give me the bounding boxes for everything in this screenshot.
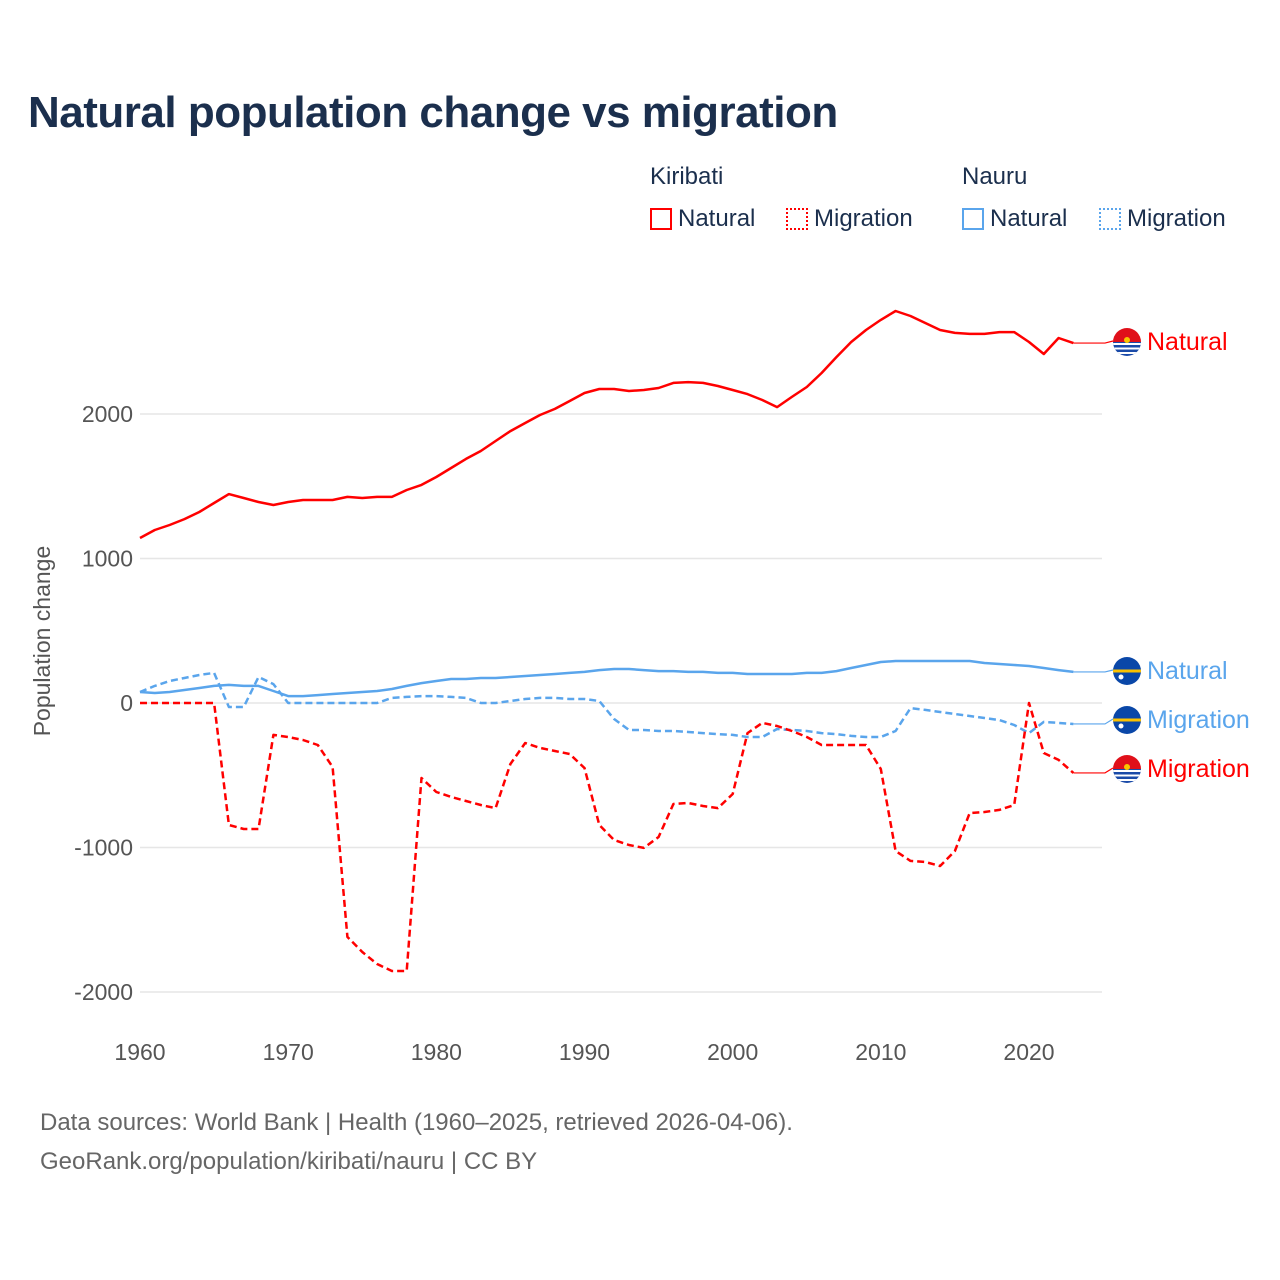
nauru-flag-icon [1113,706,1141,734]
end-label-connector [1073,767,1114,774]
legend-swatch-dotted-icon [786,208,808,230]
y-tick-label: -1000 [74,835,133,861]
end-label-connector [1073,718,1114,725]
legend-label: Natural [678,205,756,232]
end-label: Natural [1147,328,1228,356]
legend-label: Migration [814,205,913,232]
x-tick-label: 1990 [559,1039,610,1065]
end-label-connector [1073,340,1114,344]
footer-sources: Data sources: World Bank | Health (1960–… [40,1109,793,1136]
legend-swatch-solid-icon [962,208,984,230]
x-tick-label: 2010 [855,1039,906,1065]
legend-group-nauru: Nauru [962,163,1028,190]
x-tick-label: 1970 [263,1039,314,1065]
chart-title: Natural population change vs migration [28,88,838,137]
y-tick-label: 0 [120,690,133,716]
series-line-kiribati-migration [140,701,1075,973]
x-tick-label: 1960 [114,1039,165,1065]
legend-nauru-natural[interactable]: Natural [962,205,1067,233]
end-label: Natural [1147,657,1228,685]
y-tick-label: 1000 [82,546,133,572]
kiribati-flag-icon [1113,328,1141,356]
legend-group-kiribati: Kiribati [650,163,724,190]
y-axis-title: Population change [29,546,55,737]
y-tick-label: -2000 [74,979,133,1005]
legend-swatch-solid-icon [650,208,672,230]
x-tick-label: 2000 [707,1039,758,1065]
legend-label: Migration [1127,205,1226,232]
legend-nauru-migration[interactable]: Migration [1099,205,1226,233]
nauru-flag-icon [1113,657,1141,685]
legend-kiribati-migration[interactable]: Migration [786,205,913,233]
footer-link[interactable]: GeoRank.org/population/kiribati/nauru | … [40,1148,538,1175]
kiribati-flag-icon [1113,755,1141,783]
end-label: Migration [1147,706,1250,734]
legend-kiribati-natural[interactable]: Natural [650,205,755,233]
series-line-kiribati-natural [139,309,1074,540]
legend-label: Natural [990,205,1068,232]
x-tick-label: 2020 [1003,1039,1054,1065]
series-line-nauru-natural [139,659,1074,698]
y-tick-label: 2000 [82,401,133,427]
series-line-nauru-migration [139,671,1074,739]
x-tick-label: 1980 [411,1039,462,1065]
end-label: Migration [1147,755,1250,783]
legend-swatch-dotted-icon [1099,208,1121,230]
end-label-connector [1073,669,1114,673]
